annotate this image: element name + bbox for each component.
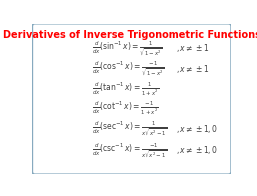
Text: $\frac{d}{dx}\left(\tan^{-1}x\right)=\frac{1}{1+x^{2}}$: $\frac{d}{dx}\left(\tan^{-1}x\right)=\fr… — [92, 81, 159, 98]
FancyBboxPatch shape — [32, 24, 231, 174]
Text: $,x\neq\pm1,0$: $,x\neq\pm1,0$ — [176, 144, 218, 156]
Text: $\frac{d}{dx}\left(\sin^{-1}x\right)=\frac{1}{\sqrt{1-x^{2}}}$: $\frac{d}{dx}\left(\sin^{-1}x\right)=\fr… — [92, 39, 163, 58]
Text: $,x\neq\pm1$: $,x\neq\pm1$ — [176, 63, 209, 75]
Text: $\frac{d}{dx}\left(\sec^{-1}x\right)=\frac{1}{x\sqrt{x^{2}-1}}$: $\frac{d}{dx}\left(\sec^{-1}x\right)=\fr… — [92, 120, 168, 139]
Text: Derivatives of Inverse Trigonometric Functions: Derivatives of Inverse Trigonometric Fun… — [3, 30, 257, 40]
Text: $,x\neq\pm1$: $,x\neq\pm1$ — [176, 42, 209, 54]
Text: $,x\neq\pm1,0$: $,x\neq\pm1,0$ — [176, 123, 218, 135]
Text: $\frac{d}{dx}\left(\csc^{-1}x\right)=\frac{-1}{x\sqrt{x^{2}-1}}$: $\frac{d}{dx}\left(\csc^{-1}x\right)=\fr… — [92, 141, 167, 160]
Text: $\frac{d}{dx}\left(\cot^{-1}x\right)=\frac{-1}{1+x^{2}}$: $\frac{d}{dx}\left(\cot^{-1}x\right)=\fr… — [92, 100, 158, 117]
Text: $\frac{d}{dx}\left(\cos^{-1}x\right)=\frac{-1}{\sqrt{1-x^{2}}}$: $\frac{d}{dx}\left(\cos^{-1}x\right)=\fr… — [92, 60, 164, 78]
